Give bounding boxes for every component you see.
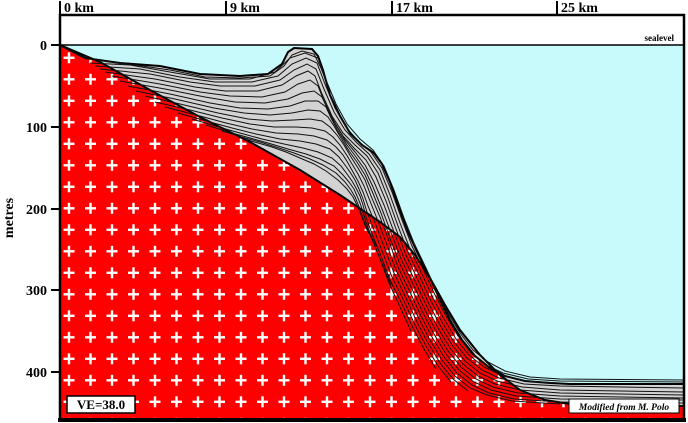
- stratal-lines: [60, 44, 684, 405]
- x-tick-label-9: 9 km: [230, 1, 260, 16]
- x-tick-label-25: 25 km: [561, 1, 598, 16]
- x-tick-label-0: 0 km: [64, 1, 94, 16]
- depth-tick-200: 200: [26, 203, 47, 218]
- vertical-exaggeration-box: VE=38.0: [66, 395, 136, 414]
- depth-axis: 0 100 200 300 400 metres: [2, 15, 61, 420]
- x-tick-label-17: 17 km: [396, 1, 433, 16]
- depth-tick-400: 400: [26, 366, 47, 381]
- credit-label: Modified from M. Polo: [578, 403, 669, 413]
- depth-tick-100: 100: [26, 121, 47, 136]
- depth-tick-0: 0: [40, 39, 47, 54]
- sea-level-label: sealevel: [645, 33, 675, 43]
- depth-tick-300: 300: [26, 284, 47, 299]
- ve-label: VE=38.0: [77, 397, 125, 412]
- depth-axis-title: metres: [2, 197, 17, 238]
- credit-box: Modified from M. Polo: [568, 398, 680, 414]
